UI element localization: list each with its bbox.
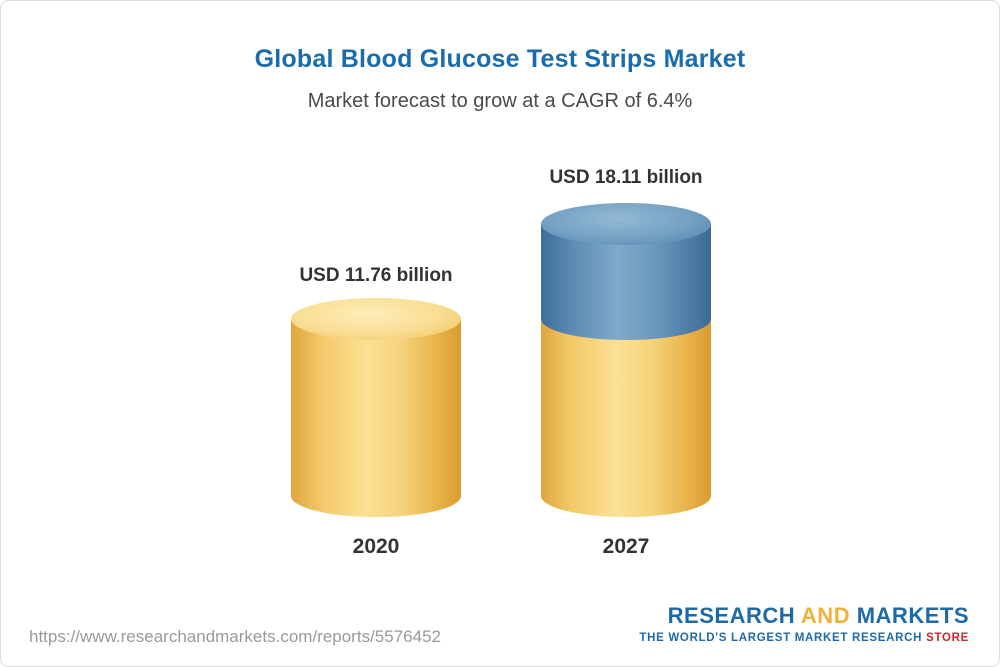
value-label-2027: USD 18.11 billion bbox=[549, 167, 703, 188]
bar-2027-base-segment bbox=[541, 319, 711, 517]
bar-2020-body bbox=[291, 319, 461, 517]
bar-2027 bbox=[541, 203, 711, 517]
logo-wordmark: RESEARCH AND MARKETS bbox=[639, 603, 969, 629]
research-and-markets-logo: RESEARCH AND MARKETS THE WORLD'S LARGEST… bbox=[639, 603, 969, 644]
bar-2020-top-ellipse bbox=[291, 298, 461, 340]
bar-2027-top-ellipse bbox=[541, 203, 711, 245]
source-url: https://www.researchandmarkets.com/repor… bbox=[29, 627, 441, 646]
logo-tagline-store: STORE bbox=[926, 632, 969, 644]
bar-2020 bbox=[291, 298, 461, 517]
x-axis-label-2020: 2020 bbox=[352, 535, 400, 558]
logo-word-research: RESEARCH bbox=[667, 603, 796, 628]
x-axis-label-2027: 2027 bbox=[602, 535, 650, 558]
logo-word-markets: MARKETS bbox=[856, 603, 969, 628]
logo-word-and: AND bbox=[800, 603, 851, 628]
chart-subtitle: Market forecast to grow at a CAGR of 6.4… bbox=[307, 90, 693, 112]
logo-tagline-main: THE WORLD'S LARGEST MARKET RESEARCH bbox=[639, 632, 923, 644]
chart-title: Global Blood Glucose Test Strips Market bbox=[254, 45, 746, 73]
logo-tagline: THE WORLD'S LARGEST MARKET RESEARCH STOR… bbox=[639, 632, 969, 644]
value-label-2020: USD 11.76 billion bbox=[299, 265, 453, 286]
